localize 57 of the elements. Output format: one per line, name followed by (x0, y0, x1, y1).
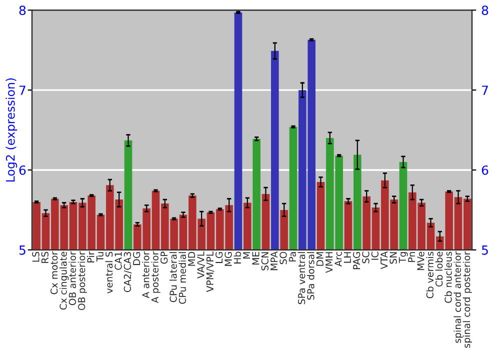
y-tick-label: 8 (19, 6, 26, 16)
x-tick-label: OB anterior (68, 251, 76, 306)
x-tick-label: DM (316, 252, 324, 266)
x-tick-label: Arc (334, 252, 342, 267)
x-tick-label: Tg (398, 252, 408, 264)
x-tick-label: LH (344, 252, 351, 263)
x-tick-label: Pn (408, 252, 416, 262)
x-tick-label: VPM/VPL (206, 251, 214, 292)
x-tick-label: CA1 (114, 252, 122, 270)
y-tick-label: 6 (19, 165, 26, 175)
x-tick-label: MD (188, 252, 196, 266)
x-tick-label: ventral S (105, 252, 113, 294)
x-tick-label: Pir (87, 251, 94, 262)
x-tick-label: Tu (96, 252, 104, 262)
x-tick-label: RS (41, 252, 48, 263)
x-tick-label: SPa ventral (298, 252, 306, 304)
x-tick-label: M (243, 252, 250, 259)
x-tick-label: CPu medial (178, 252, 186, 304)
x-tick-label: PAG (353, 252, 360, 270)
x-tick-label: CA2/CA3 (124, 252, 132, 292)
y2-tick-label: 5 (482, 246, 488, 255)
y2-tick-label: 7 (482, 86, 488, 95)
y2-tick-label: 8 (482, 6, 488, 16)
x-tick-label: MVe (417, 252, 424, 270)
x-tick-label: SC (362, 252, 370, 264)
x-tick-label: Cx cingulate (60, 252, 69, 310)
x-tick-label: CPu lateral (170, 252, 177, 302)
x-tick-label: MPA (270, 251, 278, 270)
y-axis-title: Log2 (expression) (6, 78, 18, 182)
x-tick-label: Pa (288, 252, 296, 262)
y-tick-label: 7 (20, 86, 26, 95)
x-tick-label: OB posterior (78, 251, 87, 310)
x-tick-label: ME (252, 252, 260, 264)
x-tick-label: VTA (380, 251, 388, 270)
x-tick-label: Hb (234, 252, 241, 264)
x-tick-label: spinal cord posterior (462, 251, 472, 348)
x-tick-label: SPa dorsal (307, 252, 314, 300)
x-tick-label: A posterior (151, 251, 160, 304)
x-tick-label: Cb lobe (435, 252, 443, 287)
x-tick-label: LG (216, 252, 223, 263)
y-tick-label: 5 (19, 246, 26, 255)
x-tick-label: VA/VL (197, 251, 206, 278)
x-tick-label: Cb vermis (426, 252, 434, 298)
x-tick-label: VMH (326, 252, 333, 273)
x-tick-label: A anterior (142, 251, 150, 298)
y2-tick-label: 6 (482, 165, 488, 175)
x-tick-label: DG (133, 252, 140, 265)
x-tick-label: SN (390, 252, 397, 264)
x-tick-label: SO (280, 252, 287, 264)
x-tick-label: SCN (261, 252, 268, 270)
x-tick-label: GP (160, 252, 168, 264)
x-tick-label: Cx motor (50, 251, 58, 294)
x-tick-label: spinal cord anterior (454, 251, 463, 343)
x-tick-label: LS (32, 252, 40, 262)
x-tick-label: MG (224, 252, 232, 266)
x-tick-label: IC (371, 252, 378, 260)
x-tick-label: Cb nucleus (444, 252, 452, 303)
